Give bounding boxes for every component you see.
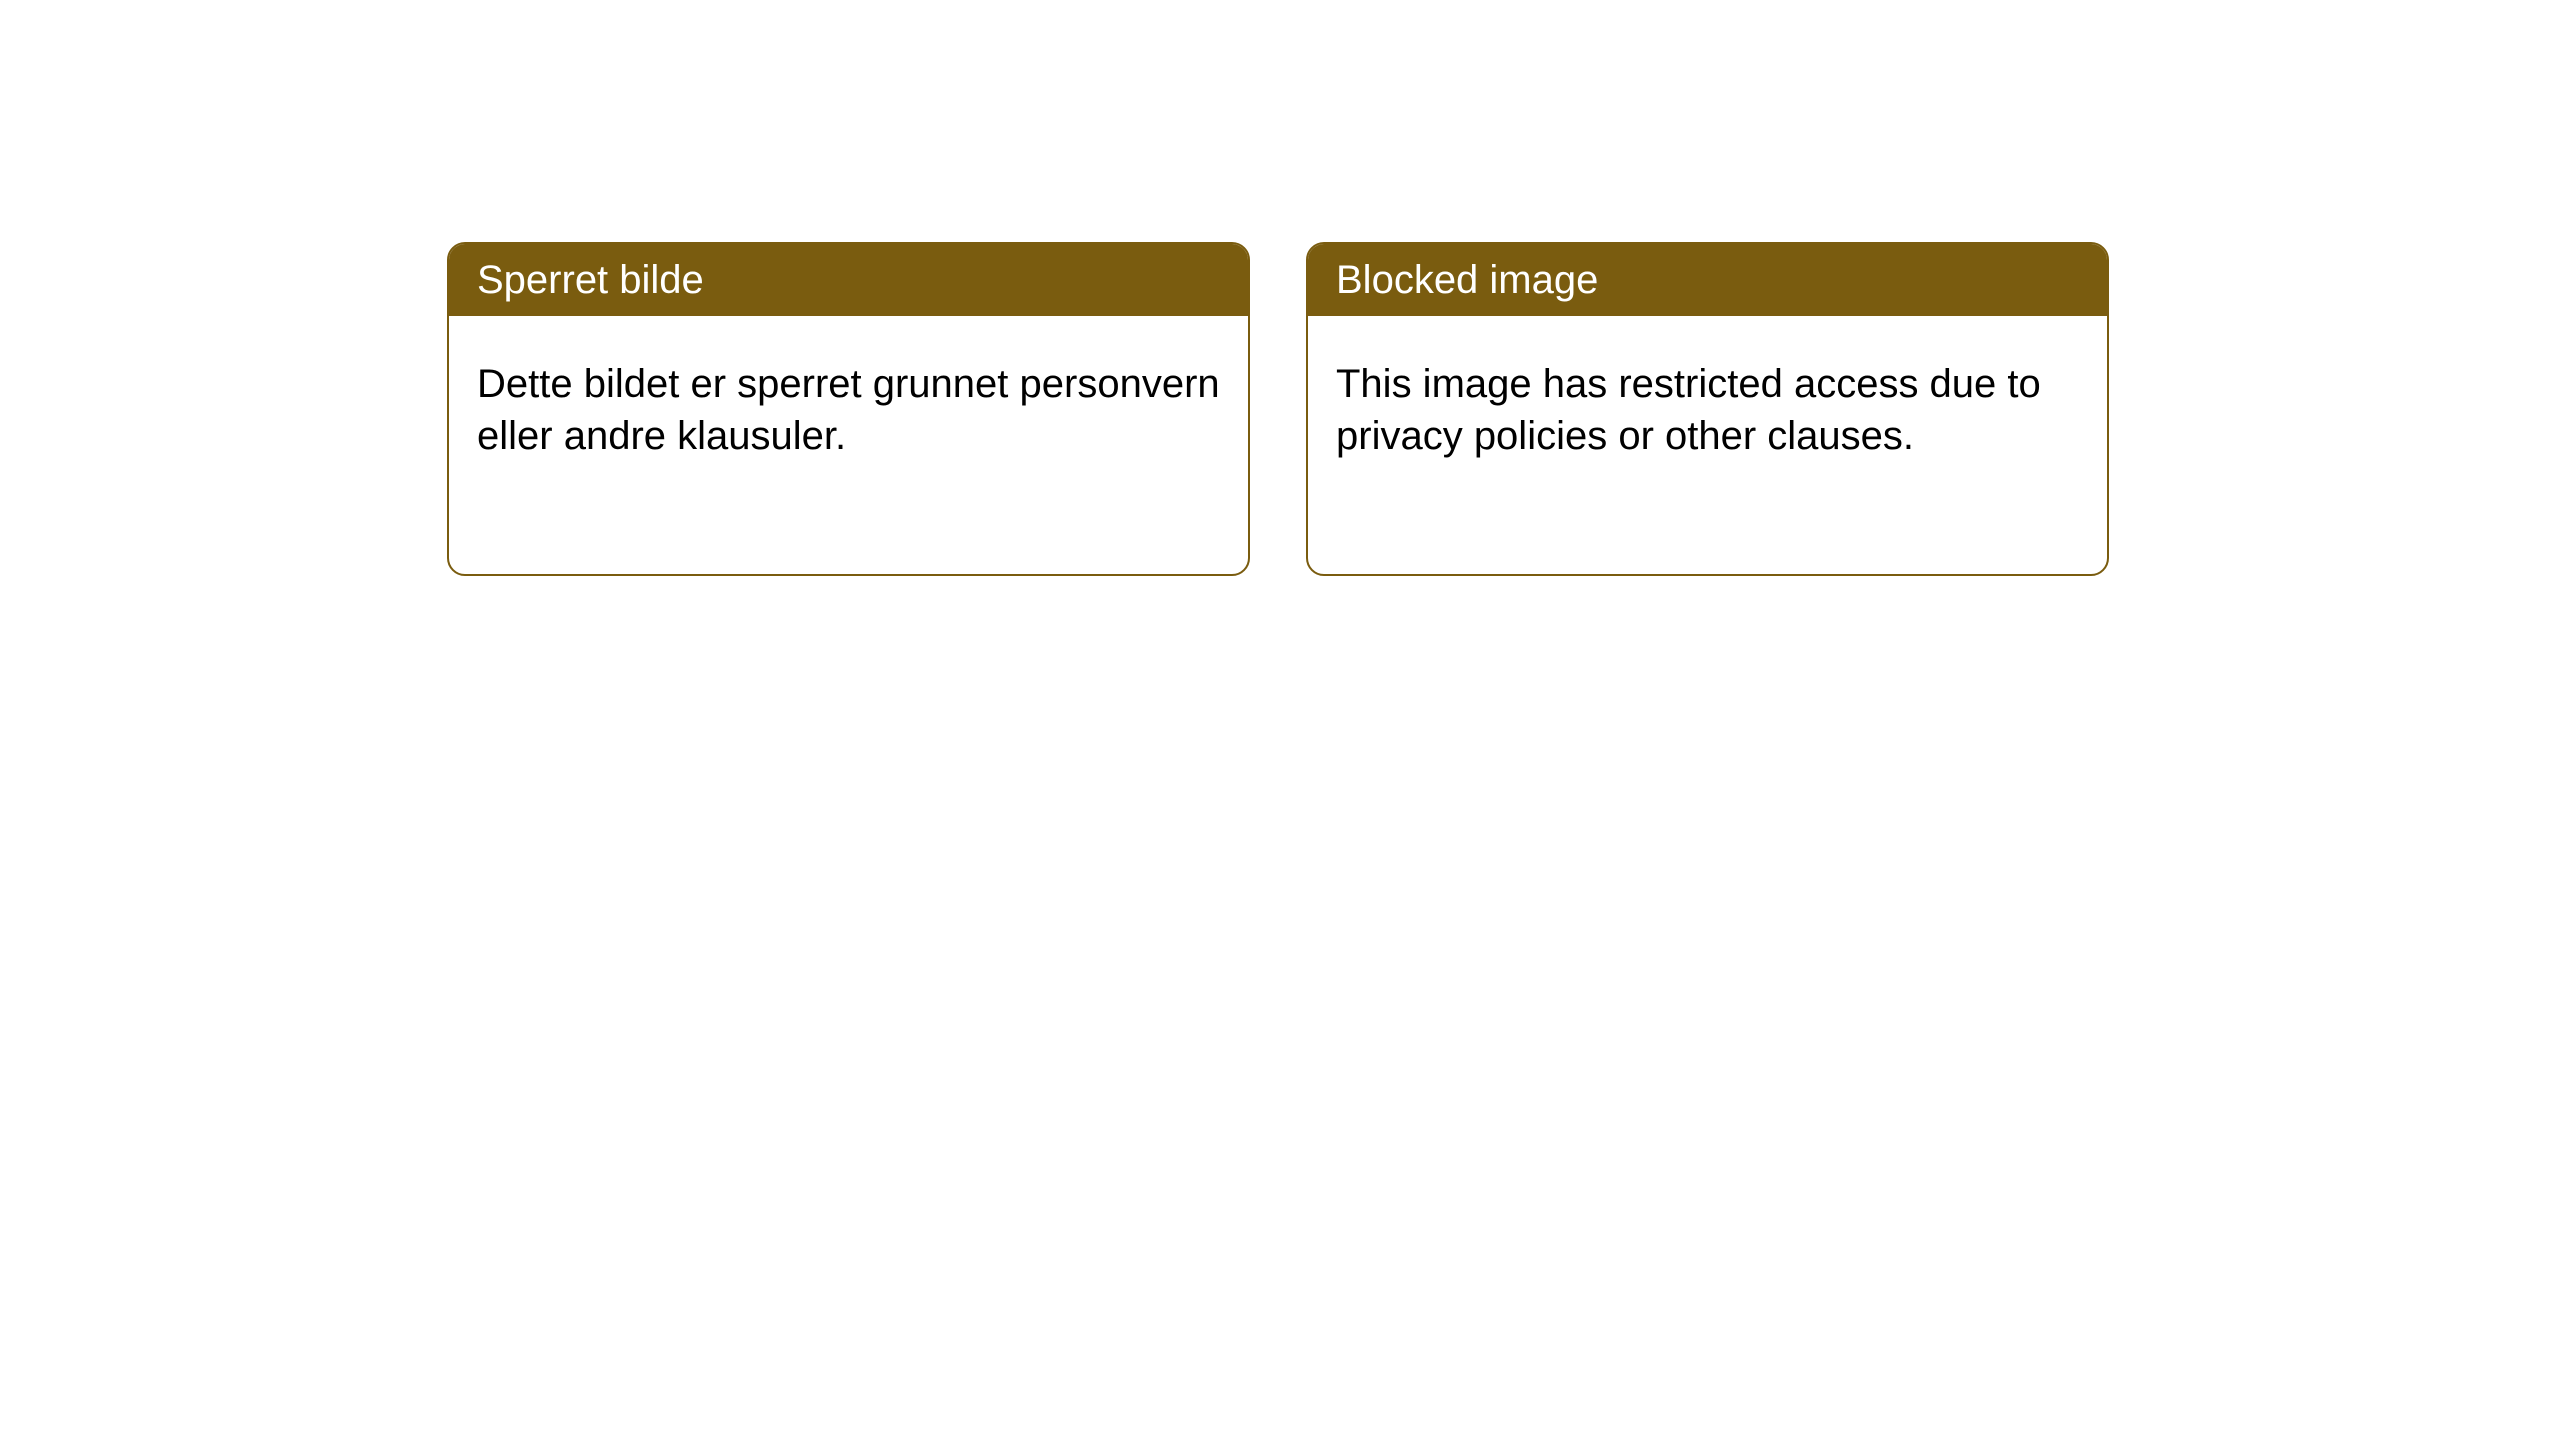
notice-container: Sperret bilde Dette bildet er sperret gr… (0, 0, 2560, 576)
notice-card-norwegian: Sperret bilde Dette bildet er sperret gr… (447, 242, 1250, 576)
notice-body: Dette bildet er sperret grunnet personve… (449, 316, 1248, 504)
notice-header: Sperret bilde (449, 244, 1248, 316)
notice-header: Blocked image (1308, 244, 2107, 316)
notice-card-english: Blocked image This image has restricted … (1306, 242, 2109, 576)
notice-body: This image has restricted access due to … (1308, 316, 2107, 504)
